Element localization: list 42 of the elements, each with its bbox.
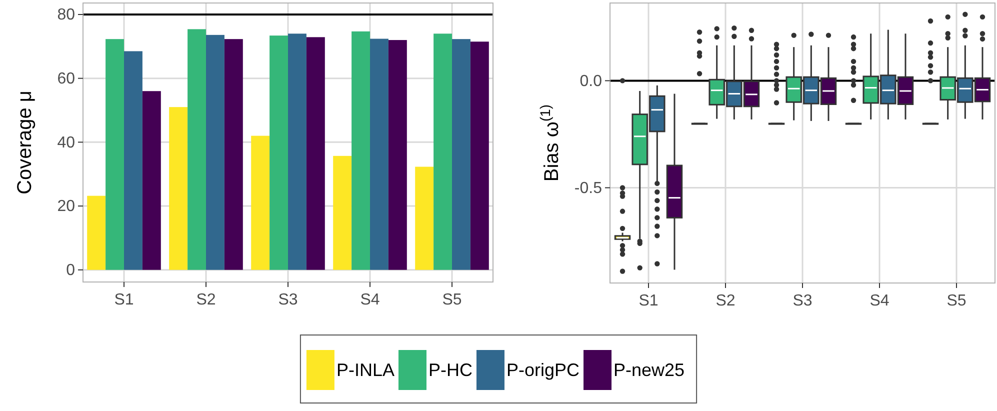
x-tick-label: S2: [196, 291, 216, 308]
bar: [434, 34, 452, 270]
bar: [224, 39, 243, 270]
bar: [333, 156, 352, 270]
bar: [370, 38, 388, 270]
bar: [206, 34, 224, 270]
bar: [288, 34, 306, 270]
bar: [251, 136, 270, 270]
x-tick-label: S5: [442, 291, 462, 308]
bar: [306, 37, 325, 270]
x-tick-label: S1: [114, 291, 134, 308]
bar: [452, 39, 470, 270]
bar: [352, 31, 370, 270]
x-tick-label: S3: [792, 292, 812, 310]
x-tick-label: S4: [360, 291, 380, 308]
bar: [142, 91, 161, 270]
bar: [124, 51, 142, 270]
x-tick-label: S1: [638, 292, 658, 310]
y-tick-label: 20: [57, 198, 76, 216]
bar: [415, 166, 434, 270]
bar: [270, 36, 288, 270]
y-tick-label: 0.0: [580, 72, 602, 90]
y-tick-label: 0: [66, 262, 76, 279]
bar: [169, 107, 188, 270]
legend-label: P-new25: [614, 360, 685, 380]
x-tick-label: S4: [870, 292, 890, 310]
legend-label: P-HC: [428, 360, 472, 380]
y-tick-label: 80: [57, 6, 76, 24]
bar: [106, 39, 124, 270]
y-tick-label: -0.5: [574, 180, 602, 197]
bar: [188, 29, 206, 270]
legend-label: P-INLA: [336, 360, 394, 380]
bar: [87, 196, 106, 270]
x-tick-label: S5: [946, 292, 966, 310]
bar: [470, 42, 489, 270]
y-tick-label: 40: [57, 134, 76, 152]
x-tick-label: S2: [716, 292, 736, 310]
legend-label: P-origPC: [506, 360, 580, 380]
bar: [388, 40, 407, 270]
y-axis-title: Coverage μ: [14, 90, 36, 194]
x-tick-label: S3: [278, 291, 298, 308]
y-tick-label: 60: [57, 70, 76, 88]
